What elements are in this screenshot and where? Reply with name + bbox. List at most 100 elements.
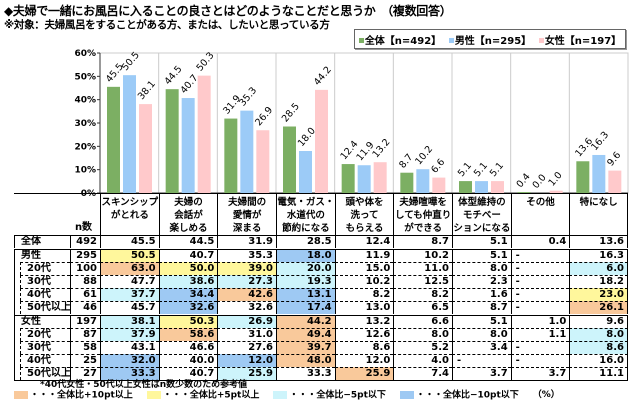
data-label: 5.1 bbox=[488, 160, 506, 179]
bar bbox=[165, 89, 179, 193]
bar bbox=[416, 169, 430, 193]
table-cell: 34.4 bbox=[158, 288, 218, 301]
table-cell: - bbox=[510, 288, 570, 301]
table-cell: 38.1 bbox=[100, 315, 159, 328]
legend-swatch bbox=[538, 38, 544, 43]
legend-swatch bbox=[358, 38, 364, 43]
key-plus5: ・・・全体比+5pt以上 bbox=[146, 391, 259, 400]
data-label: 0.4 bbox=[515, 171, 533, 190]
y-tick-label: 40% bbox=[74, 96, 96, 106]
n-cell: 295 bbox=[70, 249, 100, 262]
table-cell: 42.6 bbox=[217, 288, 276, 301]
n-cell: 88 bbox=[70, 275, 100, 288]
table-cell: 28.5 bbox=[276, 235, 335, 248]
column-header: 特になし bbox=[569, 193, 628, 235]
table-cell: - bbox=[510, 262, 570, 275]
table-cell: 1.1 bbox=[510, 328, 570, 341]
table-cell: 18.2 bbox=[569, 275, 628, 288]
n-cell: 25 bbox=[70, 354, 100, 367]
legend-swatch bbox=[448, 38, 454, 43]
table-cell: 3.4 bbox=[452, 341, 511, 354]
bar bbox=[400, 172, 414, 193]
table-cell: 16.0 bbox=[569, 354, 628, 367]
table-cell: - bbox=[452, 354, 511, 367]
key-minus10: ・・・全体比−10pt以下 bbox=[399, 391, 519, 400]
table-cell: 50.5 bbox=[100, 249, 159, 262]
n-cell: 27 bbox=[70, 367, 100, 380]
row-label: 全体 bbox=[14, 235, 70, 248]
table-cell: 33.3 bbox=[276, 367, 335, 380]
table-cell: 12.0 bbox=[334, 354, 394, 367]
swatch bbox=[146, 391, 161, 399]
table-cell: 40.7 bbox=[158, 367, 218, 380]
table-cell: 6.5 bbox=[393, 301, 452, 314]
table-cell: 8.2 bbox=[334, 288, 394, 301]
table-cell: 8.7 bbox=[393, 235, 452, 248]
column-header: 夫婦間の 愛情が 深まる bbox=[217, 193, 276, 235]
row-label: 30代 bbox=[20, 275, 70, 288]
swatch bbox=[399, 391, 414, 399]
bar bbox=[283, 126, 296, 193]
table-cell: 5.1 bbox=[452, 235, 511, 248]
legend-item-male: 男性【n=295】 bbox=[448, 32, 531, 47]
swatch bbox=[14, 391, 28, 399]
table-cell: 33.3 bbox=[100, 367, 159, 380]
legend-item-female: 女性【n=197】 bbox=[538, 32, 621, 47]
column-header: 夫婦喧嘩を しても仲直り ができる bbox=[393, 193, 452, 235]
bar bbox=[576, 161, 590, 193]
bar bbox=[224, 118, 238, 193]
table-cell: 32.6 bbox=[158, 301, 218, 314]
table-cell: 8.0 bbox=[393, 328, 452, 341]
table-cell: 9.6 bbox=[569, 315, 628, 328]
key-plus10: ・・・全体比+10pt以上 bbox=[14, 391, 133, 400]
column-header: その他 bbox=[510, 193, 570, 235]
bar bbox=[373, 162, 387, 193]
table-cell: 10.2 bbox=[393, 249, 452, 262]
table-cell: 25.9 bbox=[334, 367, 394, 380]
table-cell: 13.0 bbox=[334, 301, 394, 314]
table-cell: 48.0 bbox=[276, 354, 335, 367]
table-cell: 11.0 bbox=[393, 262, 452, 275]
column-header: 夫婦の 会話が 楽しめる bbox=[158, 193, 218, 235]
data-label: 6.6 bbox=[429, 157, 447, 176]
table-cell: 18.0 bbox=[276, 249, 335, 262]
data-label: 18.0 bbox=[296, 126, 318, 149]
table-cell: 37.7 bbox=[100, 288, 159, 301]
column-header: スキンシップ がとれる bbox=[100, 193, 159, 235]
table-cell: 44.5 bbox=[158, 235, 218, 248]
table-cell: - bbox=[510, 275, 570, 288]
data-label: 5.1 bbox=[472, 160, 490, 179]
table-cell: 11.9 bbox=[334, 249, 394, 262]
table-cell: 13.2 bbox=[334, 315, 394, 328]
color-key: ・・・全体比+10pt以上 ・・・全体比+5pt以上 ・・・全体比−5pt以下 … bbox=[14, 391, 574, 400]
table-cell: 13.1 bbox=[276, 288, 335, 301]
table-bottom bbox=[14, 380, 628, 381]
table-cell: 12.5 bbox=[393, 275, 452, 288]
table-cell: 49.4 bbox=[276, 328, 335, 341]
row-label: 女性 bbox=[14, 315, 70, 328]
table-cell: 5.1 bbox=[452, 249, 511, 262]
table-cell: 32.0 bbox=[100, 354, 159, 367]
table-cell: 0.4 bbox=[510, 235, 570, 248]
key-minus5: ・・・全体比−5pt以下 bbox=[273, 391, 386, 400]
table-cell: 44.2 bbox=[276, 315, 335, 328]
table-cell: - bbox=[510, 341, 570, 354]
table-cell: 3.7 bbox=[452, 367, 511, 380]
table-cell: 5.2 bbox=[393, 341, 452, 354]
data-label: 44.2 bbox=[312, 65, 334, 88]
table-cell: 15.0 bbox=[334, 262, 394, 275]
data-label: 26.9 bbox=[253, 105, 275, 128]
table-cell: 26.1 bbox=[569, 301, 628, 314]
row-label: 20代 bbox=[20, 262, 70, 275]
table-cell: 17.4 bbox=[276, 301, 335, 314]
n-cell: 197 bbox=[70, 315, 100, 328]
table-cell: 8.0 bbox=[569, 328, 628, 341]
table-cell: 27.3 bbox=[217, 275, 276, 288]
y-tick-label: 50% bbox=[74, 72, 96, 82]
table-cell: 37.9 bbox=[100, 328, 159, 341]
y-tick-label: 0% bbox=[81, 189, 96, 199]
n-cell: 87 bbox=[70, 328, 100, 341]
table-cell: 40.0 bbox=[158, 354, 218, 367]
column-header: 頭や体を 洗って もらえる bbox=[334, 193, 394, 235]
